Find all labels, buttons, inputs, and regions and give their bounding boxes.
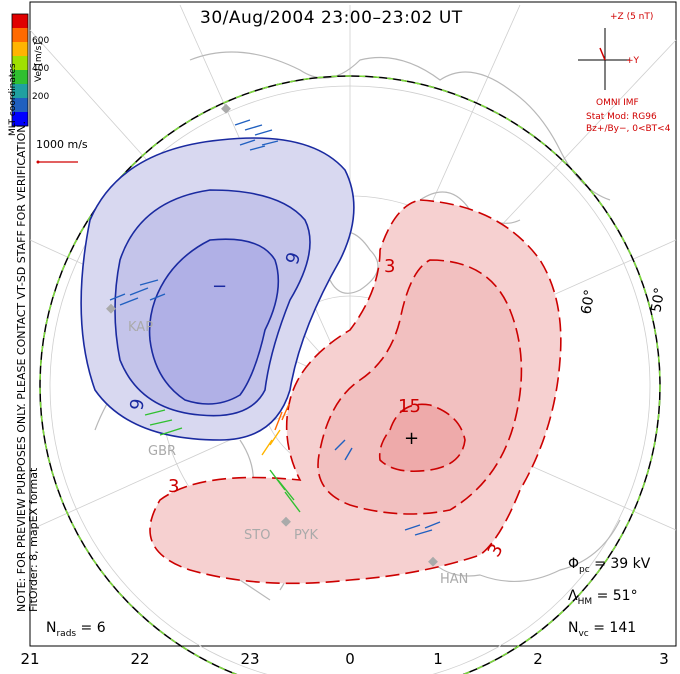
radar-label-han: HAN [440,572,469,587]
imf-model-line2: Bz+/By−, 0<BT<4 [586,124,671,134]
hm-boundary-dash [39,75,661,674]
imf-model-line1: Stat Mod: RG96 [586,112,657,122]
positive-contour-label-top: 3 [384,256,396,277]
positive-cell [149,199,562,585]
preview-note: NOTE: FOR PREVIEW PURPOSES ONLY. PLEASE … [15,92,40,612]
mlt-tick-21: 21 [20,650,40,668]
positive-cell-sign: + [404,428,420,449]
lambda-hm: ΛHM = 51° [568,588,638,607]
imf-y-label: +Y [626,56,640,66]
velocity-scale-label: 1000 m/s [36,138,88,151]
coordinates-label: MLT coordinates [8,63,18,136]
colorbar-tick-200: 200 [32,92,50,102]
colorbar-title: Vel [m/s] [34,42,44,82]
lambda-hm-value: 51° [612,588,638,604]
negative-cell [80,137,355,441]
radar-label-sto: STO [244,528,271,543]
negative-cell-sign: − [212,276,228,297]
n-rads: Nrads = 6 [46,620,106,639]
mlt-tick-1: 1 [433,650,443,668]
positive-contour-label-center: 15 [398,396,421,417]
phi-pc-value: 39 kV [610,556,651,572]
mlt-tick-23: 23 [240,650,260,668]
radar-label-kap: KAP [128,320,154,335]
mlt-tick-2: 2 [533,650,543,668]
colorbar-tick-400: 400 [32,64,50,74]
imf-source: OMNI IMF [596,98,639,108]
phi-pc: Φpc = 39 kV [568,556,651,575]
n-rads-value: 6 [96,620,106,636]
colorbar [11,13,29,127]
n-vc-value: 141 [609,620,637,636]
velocity-vectors [109,119,441,536]
mlt-tick-3: 3 [659,650,669,668]
radar-label-gbr: GBR [148,444,177,459]
mlt-tick-22: 22 [130,650,150,668]
preview-note-line2: FitOrder: 8, mapEX format [27,467,40,612]
positive-contour-label-left: 3 [168,476,180,497]
map-frame [29,1,677,647]
imf-z-label: +Z (5 nT) [610,12,654,22]
n-vc: Nvc = 141 [568,620,637,639]
radar-label-pyk: PYK [294,528,319,543]
imf-crosshair [578,28,630,90]
mlt-tick-0: 0 [345,650,355,668]
colorbar-tick-600: 600 [32,36,50,46]
map-title: 30/Aug/2004 23:00–23:02 UT [200,8,463,28]
